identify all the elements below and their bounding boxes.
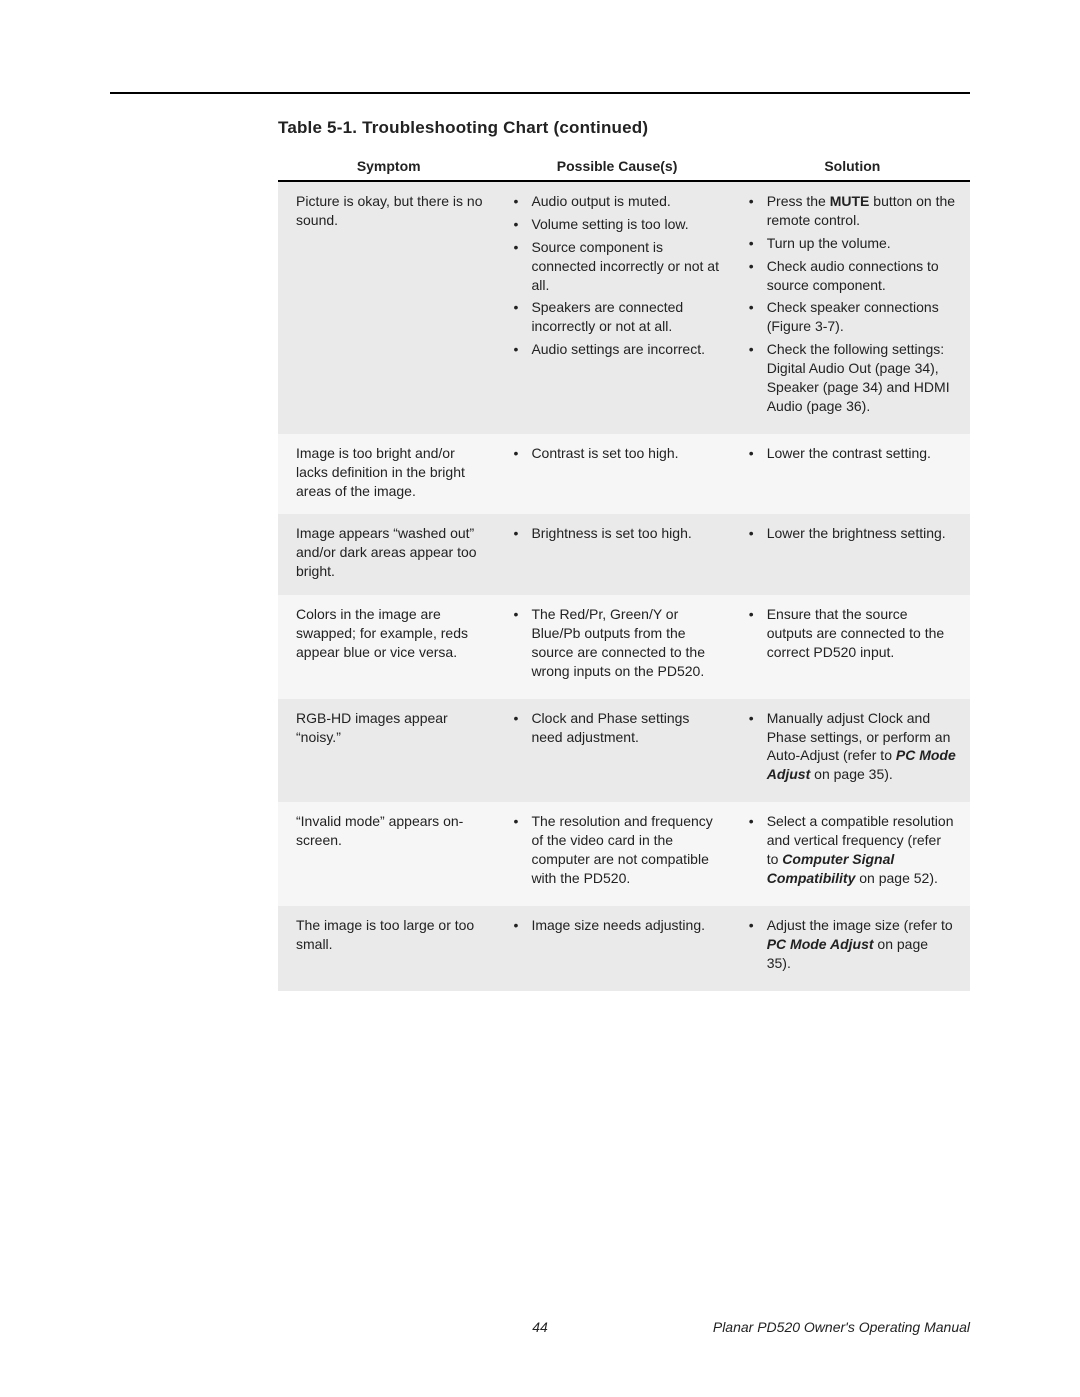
cell-causes: Brightness is set too high. — [499, 514, 734, 595]
list-item: Select a compatible resolution and verti… — [749, 812, 956, 888]
cell-causes: Image size needs adjusting. — [499, 906, 734, 991]
list-item: Adjust the image size (refer to PC Mode … — [749, 916, 956, 973]
list-item: Brightness is set too high. — [513, 524, 720, 543]
solution-list: Manually adjust Clock and Phase settings… — [749, 709, 956, 785]
content-block: Table 5-1. Troubleshooting Chart (contin… — [278, 118, 970, 991]
emphasis: MUTE — [830, 193, 870, 209]
list-item: Clock and Phase settings need adjustment… — [513, 709, 720, 747]
cell-solution: Ensure that the source outputs are conne… — [735, 595, 970, 699]
text-run: on page 52). — [855, 870, 938, 886]
table-row: Picture is okay, but there is no sound.A… — [278, 181, 970, 434]
cell-causes: Contrast is set too high. — [499, 434, 734, 515]
solution-list: Lower the contrast setting. — [749, 444, 956, 463]
list-item: Lower the contrast setting. — [749, 444, 956, 463]
cell-symptom: RGB-HD images appear “noisy.” — [278, 699, 499, 803]
table-header-row: Symptom Possible Cause(s) Solution — [278, 152, 970, 181]
table-row: RGB-HD images appear “noisy.” Clock and P… — [278, 699, 970, 803]
list-item: Ensure that the source outputs are conne… — [749, 605, 956, 662]
list-item: The Red/Pr, Green/Y or Blue/Pb outputs f… — [513, 605, 720, 681]
table-row: Image is too bright and/or lacks definit… — [278, 434, 970, 515]
col-header-symptom: Symptom — [278, 152, 499, 181]
col-header-causes: Possible Cause(s) — [499, 152, 734, 181]
list-item: The resolution and frequency of the vide… — [513, 812, 720, 888]
table-row: The image is too large or too small. Imag… — [278, 906, 970, 991]
table-row: Colors in the image are swapped; for exa… — [278, 595, 970, 699]
list-item: Image size needs adjusting. — [513, 916, 720, 935]
cell-solution: Lower the brightness setting. — [735, 514, 970, 595]
causes-list: Audio output is muted. Volume setting is … — [513, 192, 720, 359]
list-item: Check the following settings: Digital Au… — [749, 340, 956, 416]
cell-solution: Adjust the image size (refer to PC Mode … — [735, 906, 970, 991]
text-run: Press the — [767, 193, 830, 209]
troubleshooting-table: Symptom Possible Cause(s) Solution Pictu… — [278, 152, 970, 991]
solution-list: Select a compatible resolution and verti… — [749, 812, 956, 888]
cell-solution: Select a compatible resolution and verti… — [735, 802, 970, 906]
text-run: on page 35). — [810, 766, 893, 782]
causes-list: Clock and Phase settings need adjustment… — [513, 709, 720, 747]
list-item: Source component is connected incorrectl… — [513, 238, 720, 295]
list-item: Press the MUTE button on the remote cont… — [749, 192, 956, 230]
cell-causes: Clock and Phase settings need adjustment… — [499, 699, 734, 803]
cell-symptom: Image appears “washed out” and/or dark a… — [278, 514, 499, 595]
list-item: Contrast is set too high. — [513, 444, 720, 463]
list-item: Audio settings are incorrect. — [513, 340, 720, 359]
causes-list: The Red/Pr, Green/Y or Blue/Pb outputs f… — [513, 605, 720, 681]
list-item: Check speaker connections (Figure 3-7). — [749, 298, 956, 336]
list-item: Audio output is muted. — [513, 192, 720, 211]
cell-symptom: Image is too bright and/or lacks definit… — [278, 434, 499, 515]
solution-list: Lower the brightness setting. — [749, 524, 956, 543]
cell-symptom: Picture is okay, but there is no sound. — [278, 181, 499, 434]
table-row: “Invalid mode” appears on-screen.The res… — [278, 802, 970, 906]
text-run: Adjust the image size (refer to — [767, 917, 953, 933]
cell-symptom: “Invalid mode” appears on-screen. — [278, 802, 499, 906]
cell-solution: Lower the contrast setting. — [735, 434, 970, 515]
solution-list: Ensure that the source outputs are conne… — [749, 605, 956, 662]
cell-solution: Manually adjust Clock and Phase settings… — [735, 699, 970, 803]
cell-causes: The resolution and frequency of the vide… — [499, 802, 734, 906]
table-row: Image appears “washed out” and/or dark a… — [278, 514, 970, 595]
page-number: 44 — [532, 1319, 548, 1335]
cell-symptom: Colors in the image are swapped; for exa… — [278, 595, 499, 699]
solution-list: Press the MUTE button on the remote cont… — [749, 192, 956, 416]
causes-list: Contrast is set too high. — [513, 444, 720, 463]
list-item: Manually adjust Clock and Phase settings… — [749, 709, 956, 785]
col-header-solution: Solution — [735, 152, 970, 181]
cross-reference: PC Mode Adjust — [767, 936, 874, 952]
cell-causes: The Red/Pr, Green/Y or Blue/Pb outputs f… — [499, 595, 734, 699]
cell-causes: Audio output is muted. Volume setting is … — [499, 181, 734, 434]
cell-symptom: The image is too large or too small. — [278, 906, 499, 991]
causes-list: Brightness is set too high. — [513, 524, 720, 543]
cell-solution: Press the MUTE button on the remote cont… — [735, 181, 970, 434]
list-item: Check audio connections to source compon… — [749, 257, 956, 295]
page-footer: 44 Planar PD520 Owner's Operating Manual — [110, 1319, 970, 1335]
list-item: Speakers are connected incorrectly or no… — [513, 298, 720, 336]
document-title: Planar PD520 Owner's Operating Manual — [713, 1319, 970, 1335]
table-title: Table 5-1. Troubleshooting Chart (contin… — [278, 118, 970, 138]
list-item: Lower the brightness setting. — [749, 524, 956, 543]
top-rule — [110, 92, 970, 94]
list-item: Turn up the volume. — [749, 234, 956, 253]
solution-list: Adjust the image size (refer to PC Mode … — [749, 916, 956, 973]
causes-list: The resolution and frequency of the vide… — [513, 812, 720, 888]
document-page: Table 5-1. Troubleshooting Chart (contin… — [0, 0, 1080, 1397]
causes-list: Image size needs adjusting. — [513, 916, 720, 935]
list-item: Volume setting is too low. — [513, 215, 720, 234]
